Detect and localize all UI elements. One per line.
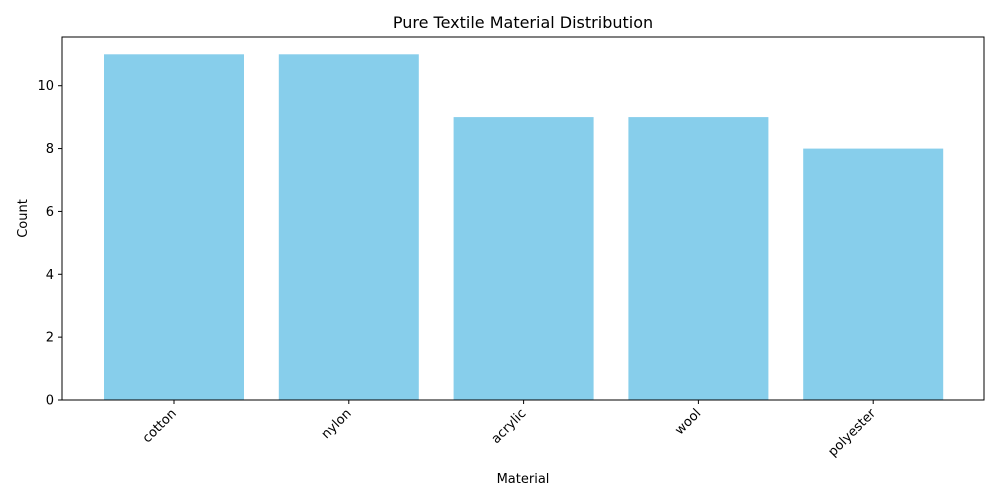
y-tick-label: 4 (46, 268, 54, 283)
bar-cotton (104, 54, 244, 401)
chart-title: Pure Textile Material Distribution (393, 13, 653, 32)
bars-group (104, 54, 944, 401)
bar-wool (628, 117, 769, 400)
bar-polyester (803, 148, 944, 400)
y-axis-label: Count (16, 199, 31, 238)
plot-frame (61, 36, 985, 401)
y-axis: 0 2 4 6 8 10 (37, 79, 62, 409)
y-tick-label: 10 (37, 79, 54, 94)
y-tick-label: 0 (46, 394, 54, 409)
x-axis-label: Material (497, 472, 550, 487)
y-tick-label: 8 (46, 142, 54, 157)
y-tick-label: 6 (46, 205, 54, 220)
y-tick-label: 2 (46, 331, 54, 346)
bar-acrylic (453, 117, 594, 400)
bar-nylon (278, 54, 419, 401)
